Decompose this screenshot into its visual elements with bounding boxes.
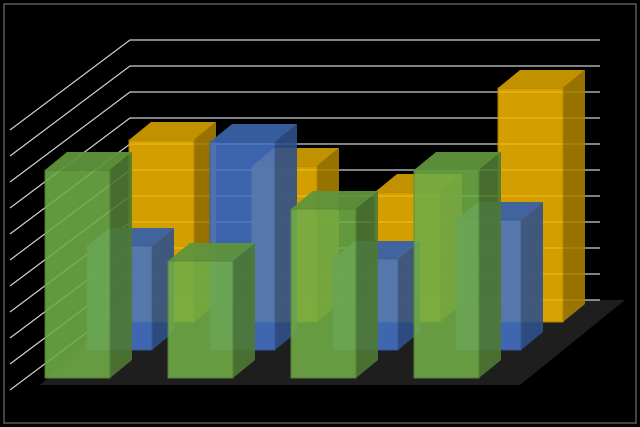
bar-top (291, 191, 378, 209)
bar-side (479, 152, 501, 378)
bar-side (563, 70, 585, 322)
bar (167, 260, 234, 379)
bar-top (210, 124, 297, 142)
bar-side (521, 202, 543, 350)
bar-side (233, 243, 255, 378)
bar-top (498, 70, 585, 88)
bar (290, 208, 357, 379)
grid-line (9, 65, 600, 157)
grid-line (9, 39, 600, 131)
bar-side (356, 191, 378, 378)
frame (3, 3, 637, 424)
grid-line (9, 91, 600, 183)
bar-top (414, 152, 501, 170)
bar-side (110, 152, 132, 378)
bar-top (45, 152, 132, 170)
bar (44, 169, 111, 379)
bar-top (129, 122, 216, 140)
bar (413, 169, 480, 379)
bar-top (168, 243, 255, 261)
